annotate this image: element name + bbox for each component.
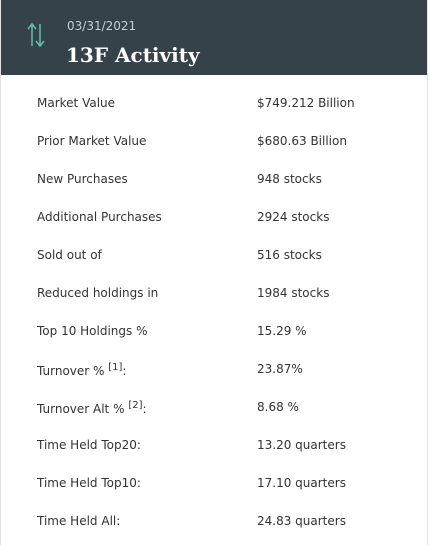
- stat-label: New Purchases: [37, 172, 128, 186]
- label-text: Prior Market Value: [37, 134, 147, 148]
- stat-value: 13.20 quarters: [257, 438, 346, 452]
- stat-value: 17.10 quarters: [257, 476, 346, 490]
- label-text: Turnover %: [37, 364, 105, 378]
- label-text: Turnover Alt %: [37, 402, 125, 416]
- stat-value: $680.63 Billion: [257, 134, 347, 148]
- stat-label: Time Held Top10:: [37, 476, 141, 490]
- label-text: Time Held Top10:: [37, 476, 141, 490]
- report-date: 03/31/2021: [67, 19, 137, 33]
- card-title: 13F Activity: [66, 43, 200, 67]
- stat-row: Time Held All: 24.83 quarters: [1, 514, 427, 534]
- stat-value: 516 stocks: [257, 248, 322, 262]
- footnote-ref: [2]: [128, 400, 143, 411]
- card-header: 03/31/2021 13F Activity: [1, 0, 427, 75]
- label-text: Top 10 Holdings %: [37, 324, 148, 338]
- stat-row: Time Held Top20: 13.20 quarters: [1, 438, 427, 458]
- stat-label: Time Held Top20:: [37, 438, 141, 452]
- label-text: New Purchases: [37, 172, 128, 186]
- stat-value: 948 stocks: [257, 172, 322, 186]
- label-tail: :: [122, 364, 127, 378]
- stat-value: 1984 stocks: [257, 286, 330, 300]
- stat-label: Turnover % [1]:: [37, 362, 126, 378]
- stat-label: Reduced holdings in: [37, 286, 158, 300]
- stat-label: Time Held All:: [37, 514, 120, 528]
- stat-value: 2924 stocks: [257, 210, 330, 224]
- stat-label: Prior Market Value: [37, 134, 146, 148]
- label-tail: :: [142, 402, 147, 416]
- stat-row: New Purchases 948 stocks: [1, 172, 427, 192]
- stat-value: 24.83 quarters: [257, 514, 346, 528]
- label-text: Market Value: [37, 96, 116, 110]
- label-text: Reduced holdings in: [37, 286, 159, 300]
- footnote-ref: [1]: [108, 362, 123, 373]
- stat-label: Top 10 Holdings %: [37, 324, 148, 338]
- stat-row: Turnover % [1]: 23.87%: [1, 362, 427, 382]
- stat-row: Time Held Top10: 17.10 quarters: [1, 476, 427, 496]
- stat-label: Turnover Alt % [2]:: [37, 400, 147, 416]
- stat-value: 15.29 %: [257, 324, 307, 338]
- label-text: Time Held Top20:: [37, 438, 141, 452]
- stat-row: Top 10 Holdings % 15.29 %: [1, 324, 427, 344]
- stat-row: Turnover Alt % [2]: 8.68 %: [1, 400, 427, 420]
- stat-row: Prior Market Value $680.63 Billion: [1, 134, 427, 154]
- stat-row: Market Value $749.212 Billion: [1, 96, 427, 116]
- label-text: Additional Purchases: [37, 210, 162, 224]
- stat-row: Sold out of 516 stocks: [1, 248, 427, 268]
- stat-label: Additional Purchases: [37, 210, 162, 224]
- stat-value: 8.68 %: [257, 400, 299, 414]
- stat-value: $749.212 Billion: [257, 96, 355, 110]
- stat-value: 23.87%: [257, 362, 303, 376]
- stat-label: Market Value: [37, 96, 115, 110]
- label-text: Sold out of: [37, 248, 102, 262]
- label-text: Time Held All:: [37, 514, 121, 528]
- stat-label: Sold out of: [37, 248, 102, 262]
- stat-row: Additional Purchases 2924 stocks: [1, 210, 427, 230]
- stat-row: Reduced holdings in 1984 stocks: [1, 286, 427, 306]
- swap-icon: [27, 22, 45, 48]
